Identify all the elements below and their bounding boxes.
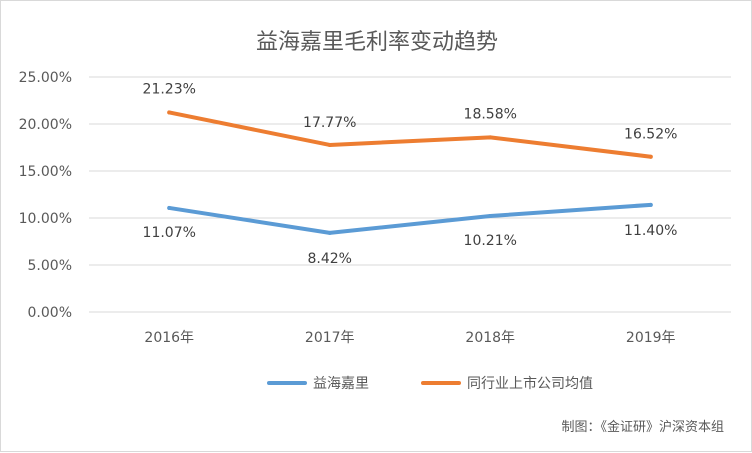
y-tick-label: 0.00%	[28, 305, 72, 321]
series-lines	[167, 110, 653, 235]
data-label: 10.21%	[464, 233, 517, 249]
x-tick-label: 2019年	[626, 330, 676, 346]
x-tick-label: 2017年	[305, 330, 355, 346]
data-point	[488, 214, 493, 219]
x-axis-ticks: 2016年 2017年 2018年 2019年	[144, 330, 675, 346]
data-labels: 11.07% 8.42% 10.21% 11.40% 21.23% 17.77% 18.58…	[143, 81, 678, 266]
data-point	[488, 135, 493, 140]
legend-label: 益海嘉里	[313, 376, 369, 392]
x-tick-label: 2018年	[465, 330, 515, 346]
x-tick-label: 2016年	[144, 330, 194, 346]
gridlines	[89, 76, 731, 313]
data-point	[327, 142, 332, 147]
data-label: 11.07%	[143, 225, 196, 241]
chart-title: 益海嘉里毛利率变动趋势	[256, 30, 498, 55]
data-point	[648, 202, 653, 207]
series-line-2	[167, 110, 653, 159]
data-point	[167, 205, 172, 210]
y-tick-label: 5.00%	[28, 258, 72, 274]
data-point	[327, 230, 332, 235]
y-tick-label: 10.00%	[19, 211, 72, 227]
data-label: 16.52%	[624, 127, 677, 143]
y-axis-ticks: 0.00% 5.00% 10.00% 15.00% 20.00% 25.00%	[19, 70, 72, 321]
series-line-1	[167, 202, 653, 235]
data-label: 8.42%	[308, 251, 352, 267]
y-tick-label: 25.00%	[19, 70, 72, 86]
data-label: 18.58%	[464, 106, 517, 122]
data-point	[648, 154, 653, 159]
legend-label: 同行业上市公司均值	[467, 375, 593, 392]
credit-text: 制图：《金证研》沪深资本组	[561, 419, 724, 435]
y-tick-label: 20.00%	[19, 117, 72, 133]
data-label: 11.40%	[624, 223, 677, 239]
y-tick-label: 15.00%	[19, 164, 72, 180]
data-point	[167, 110, 172, 115]
data-label: 21.23%	[143, 81, 196, 97]
legend: 益海嘉里 同行业上市公司均值	[267, 375, 593, 392]
data-label: 17.77%	[303, 115, 356, 131]
